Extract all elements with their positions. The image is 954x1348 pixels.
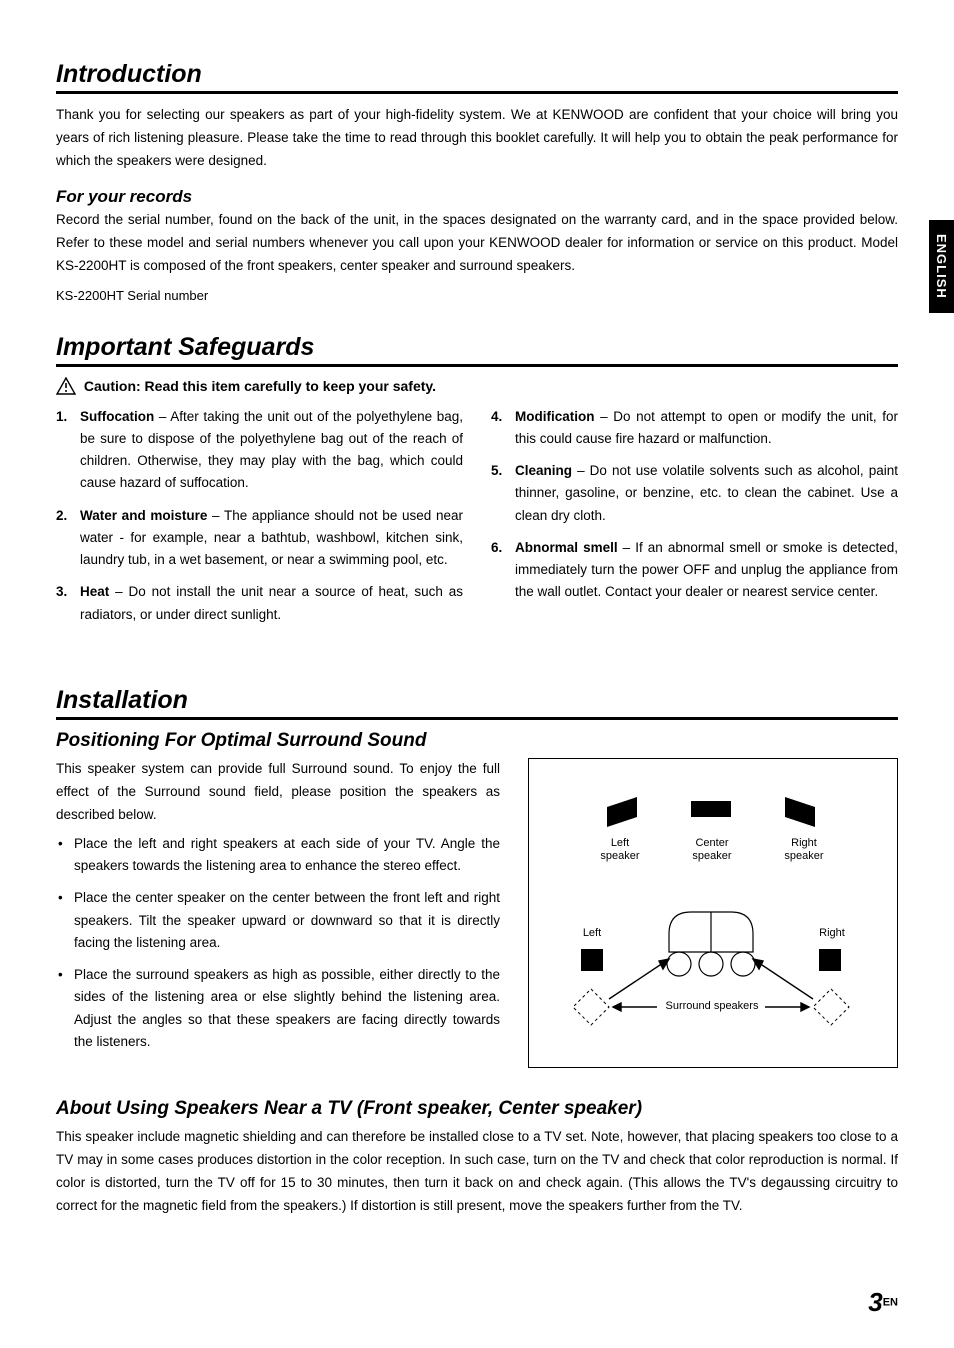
- intro-title: Introduction: [56, 60, 898, 94]
- diagram-label-right: Right: [813, 927, 851, 940]
- positioning-heading: Positioning For Optimal Surround Sound: [56, 730, 898, 752]
- warning-icon: [56, 377, 76, 398]
- safeguard-item: 4.Modification – Do not attempt to open …: [491, 406, 898, 451]
- diagram-label-center-speaker: Centerspeaker: [687, 837, 737, 863]
- tv-heading: About Using Speakers Near a TV (Front sp…: [56, 1098, 898, 1120]
- records-body: Record the serial number, found on the b…: [56, 209, 898, 278]
- diagram-label-left-speaker: Leftspeaker: [595, 837, 645, 863]
- intro-body: Thank you for selecting our speakers as …: [56, 104, 898, 173]
- diagram-label-left: Left: [575, 927, 609, 940]
- diagram-label-right-speaker: Rightspeaker: [779, 837, 829, 863]
- diagram-label-surround: Surround speakers: [657, 1000, 767, 1013]
- safeguard-item: 3.Heat – Do not install the unit near a …: [56, 581, 463, 626]
- positioning-intro: This speaker system can provide full Sur…: [56, 758, 500, 827]
- safeguard-item: 5.Cleaning – Do not use volatile solvent…: [491, 460, 898, 527]
- safeguard-item: 1.Suffocation – After taking the unit ou…: [56, 406, 463, 495]
- positioning-bullet: Place the surround speakers as high as p…: [56, 964, 500, 1053]
- safeguard-item: 6.Abnormal smell – If an abnormal smell …: [491, 537, 898, 604]
- safeguards-title: Important Safeguards: [56, 333, 898, 367]
- positioning-bullet: Place the center speaker on the center b…: [56, 887, 500, 954]
- speaker-diagram: Leftspeaker Centerspeaker Rightspeaker L…: [528, 758, 898, 1068]
- safeguard-item: 2.Water and moisture – The appliance sho…: [56, 505, 463, 572]
- caution-line: Caution: Read this item carefully to kee…: [56, 377, 898, 398]
- tv-body: This speaker include magnetic shielding …: [56, 1126, 898, 1218]
- positioning-bullet: Place the left and right speakers at eac…: [56, 833, 500, 878]
- caution-text: Caution: Read this item carefully to kee…: [84, 378, 436, 394]
- serial-label: KS-2200HT Serial number: [56, 288, 898, 303]
- page-number: 3EN: [868, 1287, 898, 1318]
- install-title: Installation: [56, 686, 898, 720]
- language-tab: ENGLISH: [929, 220, 954, 313]
- records-heading: For your records: [56, 187, 898, 207]
- safeguards-columns: 1.Suffocation – After taking the unit ou…: [56, 406, 898, 636]
